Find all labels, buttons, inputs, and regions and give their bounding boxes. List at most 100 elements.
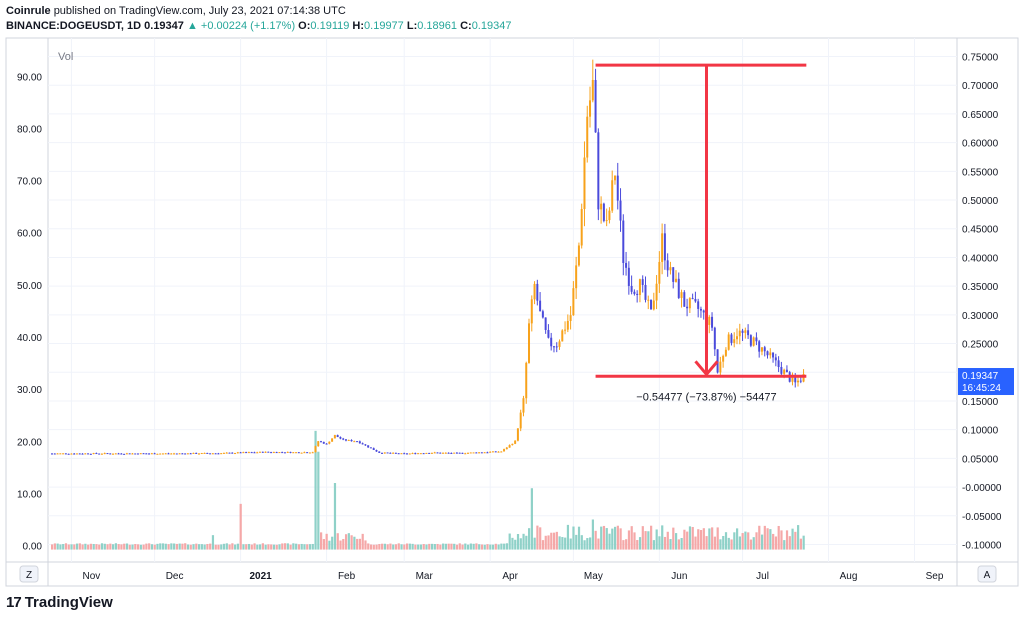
volume-bar: [195, 543, 198, 550]
volume-bar: [356, 538, 359, 550]
candle-body: [530, 299, 533, 324]
volume-bar: [744, 531, 747, 550]
candle-body: [552, 346, 555, 348]
candle-body: [247, 452, 250, 454]
candle-body: [112, 453, 115, 455]
volume-bar: [264, 544, 267, 550]
candle-body: [600, 203, 603, 210]
candle-body: [386, 452, 389, 454]
candle-body: [256, 452, 259, 454]
candle-body: [317, 441, 320, 447]
volume-bar: [464, 543, 467, 550]
volume-bar: [747, 532, 750, 550]
tradingview-brand[interactable]: 17 TradingView: [6, 594, 113, 611]
left-tick-label: 90.00: [17, 72, 42, 83]
volume-bar: [433, 544, 436, 550]
volume-bar: [480, 544, 484, 550]
right-tick-label: 0.40000: [962, 253, 999, 264]
candle-body: [114, 453, 117, 455]
candle-body: [794, 376, 797, 383]
candle-body: [480, 452, 483, 454]
volume-bar: [788, 536, 791, 550]
volume-bar: [772, 533, 775, 550]
candle-body: [591, 80, 594, 101]
candle-body: [225, 452, 228, 454]
candle-body: [242, 452, 245, 454]
volume-bar: [447, 543, 450, 550]
left-tick-label: 50.00: [17, 281, 42, 292]
volume-bar: [81, 544, 84, 550]
volume-bar: [774, 536, 778, 550]
measure-tool[interactable]: −0.54477 (−73.87%) −54477: [595, 63, 807, 403]
candle-body: [206, 452, 209, 454]
volume-bar: [203, 544, 206, 550]
volume-bar: [478, 544, 481, 550]
volume-bar: [75, 543, 79, 550]
candle-body: [314, 446, 317, 453]
candle-body: [475, 452, 478, 454]
candle-body: [103, 453, 106, 455]
publisher-name[interactable]: Coinrule: [6, 5, 51, 17]
candle-body: [209, 453, 212, 455]
plot-frame: [5, 37, 1019, 587]
volume-bar: [239, 503, 242, 550]
volume-bar: [564, 537, 567, 550]
candle-body: [381, 452, 384, 454]
right-tick-label: 0.05000: [962, 454, 999, 465]
volume-bar: [530, 488, 533, 550]
volume-bar: [472, 543, 475, 550]
candle-body: [541, 311, 544, 318]
candle-body: [613, 175, 616, 181]
candle-body: [87, 453, 90, 455]
auto-scale-z-button[interactable]: Z: [26, 570, 32, 581]
corner-box-right[interactable]: [977, 565, 997, 583]
candle-body: [142, 453, 145, 455]
candle-body: [752, 337, 755, 346]
volume-bar: [78, 543, 81, 550]
candle-body: [328, 441, 331, 444]
volume-bar: [566, 524, 570, 550]
candle-body: [109, 453, 112, 455]
right-tick-label: 0.75000: [962, 52, 999, 63]
volume-bar: [228, 544, 231, 550]
candle-body: [625, 262, 628, 268]
volume-bar: [150, 544, 154, 550]
volume-bar: [178, 543, 181, 550]
candle-body: [325, 443, 328, 445]
volume-bar: [552, 532, 556, 550]
volume-bar: [247, 543, 251, 550]
candle-body: [447, 452, 450, 454]
volume-bar: [123, 543, 126, 550]
volume-bar: [411, 543, 414, 550]
candle-body: [361, 443, 364, 445]
volume-bar: [153, 544, 156, 550]
tradingview-logo-icon: 17: [6, 594, 22, 611]
volume-bar: [613, 526, 617, 550]
candle-body: [84, 453, 87, 455]
candle-body: [267, 451, 270, 453]
time-tick-label: Mar: [416, 571, 434, 582]
volume-bar: [647, 531, 650, 550]
volume-bar: [547, 535, 550, 550]
volume-bar: [253, 543, 256, 550]
volume-bar: [134, 544, 137, 550]
corner-box-left[interactable]: [19, 565, 39, 583]
volume-bar: [630, 526, 633, 550]
candle-body: [561, 330, 564, 342]
volume-bar: [575, 534, 578, 550]
volume-bar: [184, 543, 187, 550]
volume-bar: [536, 525, 539, 550]
candle-body: [772, 352, 775, 358]
volume-bar: [755, 532, 758, 550]
volume-bar: [189, 544, 192, 550]
low-label: L:: [406, 20, 418, 32]
last-price: 0.19347: [144, 20, 184, 32]
right-tick-label: -0.00000: [962, 483, 1002, 494]
candle-body: [503, 449, 506, 452]
auto-scale-a-button[interactable]: A: [984, 570, 991, 581]
volume-bar: [286, 543, 289, 550]
candle-body: [708, 316, 711, 325]
candle-body: [272, 452, 275, 454]
candle-body: [663, 233, 666, 261]
